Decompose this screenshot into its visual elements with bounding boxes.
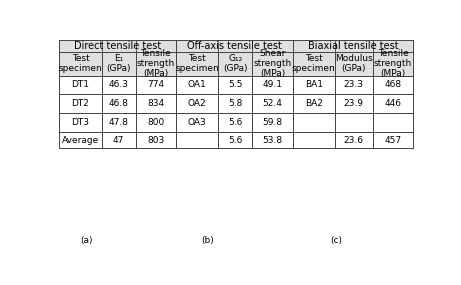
Bar [335,76,373,94]
Text: 5.6: 5.6 [228,118,242,127]
Bar [176,40,293,52]
Bar [293,113,335,132]
Bar [218,52,252,76]
Text: 52.4: 52.4 [262,99,283,108]
Bar [59,40,176,52]
Text: 5.5: 5.5 [228,80,242,89]
Text: 800: 800 [147,118,165,127]
Bar [101,132,136,148]
Text: Test
specimen: Test specimen [292,54,336,73]
Text: Test
specimen: Test specimen [175,54,219,73]
Text: Shear
strength
(MPa): Shear strength (MPa) [253,49,291,78]
Text: Direct tensile test: Direct tensile test [74,41,161,51]
Text: Tensile
strength
(MPa): Tensile strength (MPa) [137,49,175,78]
Text: OA3: OA3 [188,118,207,127]
Bar [101,94,136,113]
Text: (a): (a) [80,236,93,245]
Text: G₁₂
(GPa): G₁₂ (GPa) [223,54,248,73]
Text: BA2: BA2 [305,99,323,108]
Bar [136,94,176,113]
Text: Modulus
(GPa): Modulus (GPa) [335,54,372,73]
Text: Off-axis tensile test: Off-axis tensile test [187,41,282,51]
Bar [101,76,136,94]
Text: 446: 446 [384,99,402,108]
Bar [335,52,373,76]
Text: 457: 457 [384,136,402,145]
Text: (c): (c) [330,236,343,245]
Text: E₁
(GPa): E₁ (GPa) [106,54,131,73]
Bar [293,52,335,76]
Text: Average: Average [62,136,99,145]
Bar [252,113,293,132]
Text: 834: 834 [148,99,165,108]
Text: Tensile
strength
(MPa): Tensile strength (MPa) [374,49,412,78]
Bar [293,76,335,94]
Bar [252,76,293,94]
Bar [252,132,293,148]
Text: OA2: OA2 [188,99,207,108]
Bar [136,132,176,148]
Bar [218,94,252,113]
Text: 5.6: 5.6 [228,136,242,145]
Bar [136,113,176,132]
Text: 47.8: 47.8 [109,118,129,127]
Bar [335,132,373,148]
Bar [252,52,293,76]
Text: OA1: OA1 [188,80,207,89]
Text: 49.1: 49.1 [262,80,283,89]
Bar [59,76,101,94]
Bar [59,113,101,132]
Text: 23.9: 23.9 [344,99,364,108]
Text: (b): (b) [201,236,214,245]
Text: Test
specimen: Test specimen [59,54,102,73]
Bar [101,52,136,76]
Bar [373,52,413,76]
Text: BA1: BA1 [305,80,323,89]
Text: 468: 468 [384,80,402,89]
Bar [101,113,136,132]
Bar [335,94,373,113]
Text: 23.3: 23.3 [344,80,364,89]
Bar [373,132,413,148]
Bar [136,52,176,76]
Text: 774: 774 [148,80,165,89]
Bar [176,132,218,148]
Text: 5.8: 5.8 [228,99,242,108]
Bar [218,132,252,148]
Bar [293,40,413,52]
Text: DT2: DT2 [71,99,89,108]
Bar [59,40,413,148]
Bar [59,132,101,148]
Text: 59.8: 59.8 [262,118,283,127]
Bar [293,132,335,148]
Text: 53.8: 53.8 [262,136,283,145]
Bar [252,94,293,113]
Bar [335,113,373,132]
Text: 803: 803 [147,136,165,145]
Bar [218,76,252,94]
Text: 23.6: 23.6 [344,136,364,145]
Bar [373,94,413,113]
Bar [136,76,176,94]
Bar [59,52,101,76]
Text: DT3: DT3 [71,118,89,127]
Bar [373,113,413,132]
Bar [218,113,252,132]
Text: 47: 47 [113,136,124,145]
Text: 46.8: 46.8 [109,99,129,108]
Bar [293,94,335,113]
Bar [176,52,218,76]
Text: 46.3: 46.3 [109,80,129,89]
Bar [176,113,218,132]
Bar [176,76,218,94]
Bar [373,76,413,94]
Bar [59,94,101,113]
Bar [176,94,218,113]
Text: Biaxial tensile test: Biaxial tensile test [307,41,398,51]
Text: DT1: DT1 [71,80,89,89]
